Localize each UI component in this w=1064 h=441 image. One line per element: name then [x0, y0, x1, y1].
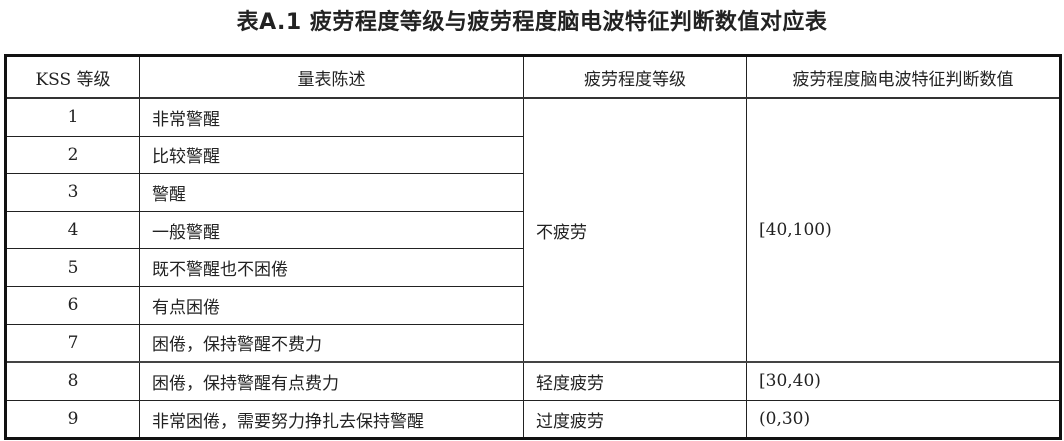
statement-cell: 一般警醒 [139, 210, 524, 250]
kss-cell: 4 [5, 210, 140, 250]
kss-cell: 8 [5, 361, 140, 401]
statement-cell: 既不警醒也不困倦 [139, 248, 524, 287]
header-eeg-value: 疲劳程度脑电波特征判断数值 [746, 55, 1061, 99]
table-row: 9 非常困倦，需要努力挣扎去保持警醒 过度疲劳 (0,30) [5, 399, 1061, 440]
header-row: KSS 等级 量表陈述 疲劳程度等级 疲劳程度脑电波特征判断数值 [5, 55, 1061, 99]
kss-cell: 5 [5, 248, 140, 287]
kss-cell: 1 [5, 97, 140, 137]
table-row: 6 有点困倦 [5, 285, 1061, 325]
eeg-value-cell: [40,100) [746, 97, 1061, 363]
kss-cell: 6 [5, 285, 140, 325]
statement-cell: 困倦，保持警醒不费力 [139, 323, 524, 363]
header-fatigue-level: 疲劳程度等级 [523, 55, 747, 99]
table-row: 1 非常警醒 不疲劳 [40,100) [5, 97, 1061, 363]
kss-cell: 2 [5, 135, 140, 175]
statement-cell: 有点困倦 [139, 285, 524, 325]
fatigue-table: KSS 等级 量表陈述 疲劳程度等级 疲劳程度脑电波特征判断数值 1 非常警醒 … [4, 54, 1062, 441]
kss-cell: 3 [5, 173, 140, 212]
kss-cell: 9 [5, 399, 140, 440]
table-row: 5 既不警醒也不困倦 [5, 248, 1061, 287]
table-row: 8 困倦，保持警醒有点费力 轻度疲劳 [30,40) [5, 361, 1061, 401]
eeg-value-cell: [30,40) [746, 361, 1061, 401]
fatigue-level-cell: 过度疲劳 [523, 399, 747, 440]
statement-cell: 比较警醒 [139, 135, 524, 175]
table-row: 2 比较警醒 [5, 135, 1061, 175]
statement-cell: 警醒 [139, 173, 524, 212]
statement-cell: 非常警醒 [139, 97, 524, 137]
table-row: 3 警醒 [5, 173, 1061, 212]
header-statement: 量表陈述 [139, 55, 524, 99]
header-kss: KSS 等级 [5, 55, 140, 99]
kss-cell: 7 [5, 323, 140, 363]
eeg-value-cell: (0,30) [746, 399, 1061, 440]
statement-cell: 非常困倦，需要努力挣扎去保持警醒 [139, 399, 524, 440]
fatigue-level-cell: 不疲劳 [523, 97, 747, 363]
table-row: 7 困倦，保持警醒不费力 [5, 323, 1061, 363]
table-row: 4 一般警醒 [5, 210, 1061, 250]
fatigue-level-cell: 轻度疲劳 [523, 361, 747, 401]
statement-cell: 困倦，保持警醒有点费力 [139, 361, 524, 401]
table-title: 表A.1 疲劳程度等级与疲劳程度脑电波特征判断数值对应表 [236, 10, 828, 35]
